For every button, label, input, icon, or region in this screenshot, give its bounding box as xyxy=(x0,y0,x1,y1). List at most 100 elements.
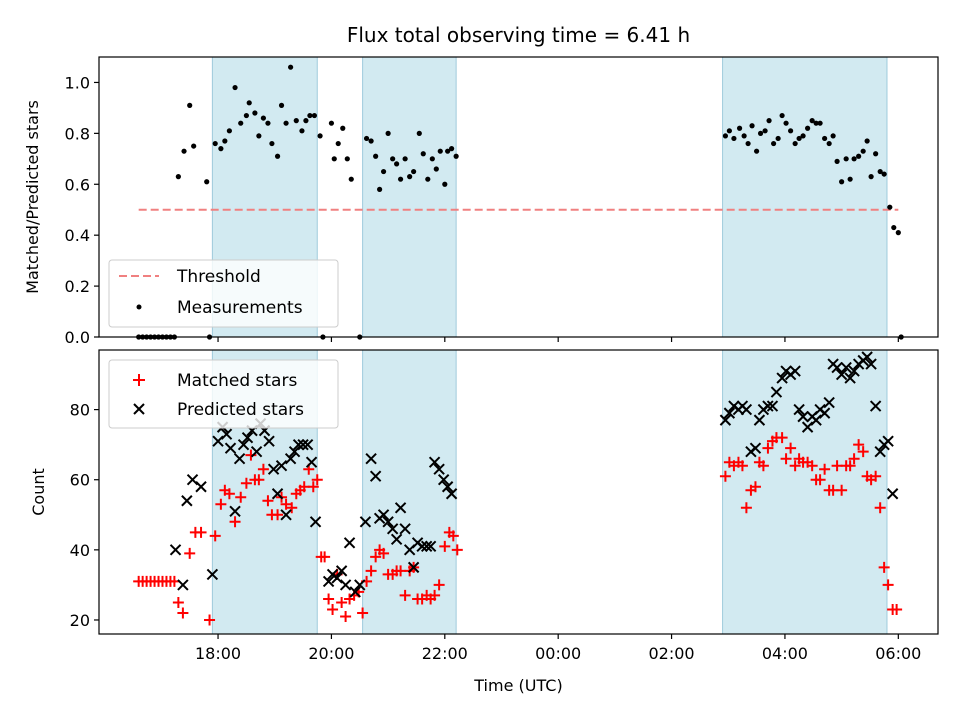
matched-star-point-42 xyxy=(327,603,339,615)
predicted-star-point-97 xyxy=(882,435,894,447)
predicted-star-point-25 xyxy=(292,438,305,451)
matched-star-point-76 xyxy=(736,460,748,472)
measurement-point-11 xyxy=(175,174,181,180)
measurement-point-63 xyxy=(433,166,439,172)
bottom-y-tick-label-0: 20 xyxy=(70,611,90,630)
measurement-point-104 xyxy=(873,151,879,157)
predicted-star-point-92 xyxy=(861,351,873,363)
predicted-star-point-29 xyxy=(309,516,322,528)
predicted-star-point-38 xyxy=(359,516,372,528)
measurement-point-80 xyxy=(771,140,777,147)
predicted-star-point-11 xyxy=(233,452,246,465)
top-y-tick-label-3: 0.6 xyxy=(65,175,90,194)
predicted-star-point-33 xyxy=(335,565,348,577)
measurement-point-22 xyxy=(243,112,249,119)
predicted-star-point-20 xyxy=(271,488,284,500)
matched-star-point-110 xyxy=(882,579,894,591)
predicted-star-point-21 xyxy=(275,459,288,472)
predicted-star-point-39 xyxy=(365,452,377,465)
measurement-point-60 xyxy=(420,151,426,157)
measurement-point-49 xyxy=(373,153,379,159)
predicted-star-point-64 xyxy=(740,403,753,416)
measurement-point-69 xyxy=(722,133,729,139)
measurement-point-79 xyxy=(766,118,772,124)
predicted-star-point-28 xyxy=(305,456,318,468)
predicted-star-point-70 xyxy=(766,400,779,412)
predicted-star-point-87 xyxy=(840,361,852,374)
measurement-point-66 xyxy=(445,148,451,154)
predicted-star-point-35 xyxy=(343,537,356,549)
matched-star-point-11 xyxy=(177,607,189,619)
bottom-panel: 20 40 60 80 18:00 20:00 22:00 00:00 02:00 04:00 0… xyxy=(29,349,939,695)
measurement-point-58 xyxy=(411,168,417,175)
measurement-point-86 xyxy=(796,135,802,142)
predicted-star-point-75 xyxy=(789,365,801,377)
matched-star-point-87 xyxy=(785,442,797,454)
predicted-star-point-86 xyxy=(835,368,848,381)
top-y-tick-label-1: 0.2 xyxy=(65,277,90,296)
top-y-ticks: 0.0 0.2 0.4 0.6 0.8 1.0 xyxy=(65,73,99,347)
x-axis-label: Time (UTC) xyxy=(473,676,562,695)
measurement-point-37 xyxy=(311,112,318,119)
matched-star-point-85 xyxy=(776,432,788,444)
measurement-point-105 xyxy=(877,168,883,175)
predicted-star-point-94 xyxy=(869,400,882,412)
measurement-point-33 xyxy=(293,118,299,124)
matched-star-point-23 xyxy=(245,449,257,461)
bottom-axes-frame xyxy=(98,349,939,635)
matched-star-point-103 xyxy=(853,439,865,451)
predicted-star-point-51 xyxy=(416,540,428,553)
predicted-star-point-53 xyxy=(424,540,437,553)
matched-star-point-101 xyxy=(844,460,856,472)
measurement-point-44 xyxy=(344,156,350,162)
predicted-star-point-0 xyxy=(169,544,182,556)
matched-star-point-21 xyxy=(235,491,247,503)
matched-star-point-71 xyxy=(451,544,463,556)
matched-star-point-17 xyxy=(215,498,227,510)
measurement-point-108 xyxy=(891,224,897,231)
predicted-star-point-71 xyxy=(770,386,783,398)
matched-star-point-72 xyxy=(719,470,731,482)
matched-star-point-14 xyxy=(195,526,207,538)
matched-star-point-109 xyxy=(878,561,890,573)
matched-star-point-26 xyxy=(257,463,269,475)
bottom-legend: Matched stars Predicted stars xyxy=(108,359,339,429)
matched-star-point-51 xyxy=(365,565,377,577)
measurement-point-50 xyxy=(377,186,383,192)
matched-star-point-32 xyxy=(286,502,298,514)
measurements-legend-label: Measurements xyxy=(177,298,303,318)
measurement-point-107 xyxy=(887,204,893,210)
matched-star-point-27 xyxy=(262,495,274,507)
top-panel: 0.0 0.2 0.4 0.6 0.8 1.0 Matched/Predicted sta… xyxy=(23,56,939,347)
measurement-point-96 xyxy=(839,179,845,185)
x-tick-label-3: 00:00 xyxy=(535,644,581,663)
predicted-star-point-13 xyxy=(241,431,254,444)
measurement-point-41 xyxy=(331,156,337,162)
measurement-point-101 xyxy=(860,148,866,154)
measurement-point-65 xyxy=(442,181,448,187)
matched-star-point-108 xyxy=(874,502,886,514)
predicted-star-point-59 xyxy=(719,414,732,426)
top-shaded-interval-2 xyxy=(722,56,888,338)
measurement-point-87 xyxy=(800,133,806,139)
measurement-point-94 xyxy=(830,133,836,139)
predicted-star-point-52 xyxy=(420,540,433,553)
matched-star-point-38 xyxy=(311,474,323,486)
matched-star-point-77 xyxy=(740,502,752,514)
predicted-star-point-37 xyxy=(354,579,366,591)
predicted-star-point-30 xyxy=(322,575,335,588)
measurement-point-81 xyxy=(775,135,781,142)
matched-star-point-25 xyxy=(253,474,265,486)
measurement-point-68 xyxy=(453,153,459,159)
measurement-point-67 xyxy=(449,146,455,152)
measurement-point-18 xyxy=(222,138,228,144)
predicted-star-point-55 xyxy=(433,463,445,475)
bottom-shaded-interval-1 xyxy=(362,349,457,635)
measurement-point-30 xyxy=(278,102,285,108)
measurement-point-14 xyxy=(191,143,197,149)
predicted-star-point-24 xyxy=(288,445,301,458)
measurement-point-92 xyxy=(822,135,828,142)
measurement-point-42 xyxy=(335,140,341,147)
measurement-point-77 xyxy=(757,130,764,136)
